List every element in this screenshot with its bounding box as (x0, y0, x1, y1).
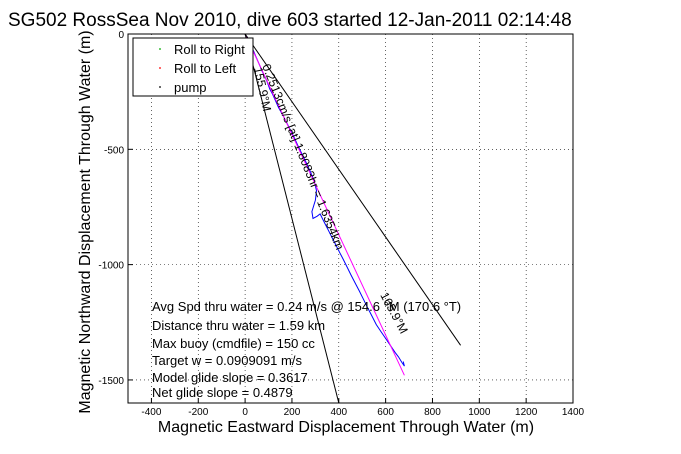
legend-label: Roll to Right (174, 42, 245, 57)
summary-text: Avg Spd thru water = 0.24 m/s @ 154.6 °M… (152, 299, 461, 400)
x-axis-label: Magnetic Eastward Displacement Through W… (158, 419, 534, 436)
legend-marker (159, 48, 161, 50)
chart-title: SG502 RossSea Nov 2010, dive 603 started… (8, 10, 572, 31)
y-tick-label: -1500 (98, 376, 124, 387)
note-net-glide: Net glide slope = 0.4879 (152, 385, 293, 400)
note-distance: Distance thru water = 1.59 km (152, 318, 325, 333)
legend-label: pump (174, 80, 207, 95)
bound-line-left (244, 34, 340, 403)
x-tick-label: -400 (141, 407, 161, 418)
y-axis-ticks: 0 -500 -1000 -1500 (98, 30, 133, 387)
y-tick-label: 0 (118, 30, 124, 41)
note-avg-speed: Avg Spd thru water = 0.24 m/s @ 154.6 °M… (152, 299, 461, 314)
x-tick-label: 800 (424, 407, 441, 418)
plot-series (244, 34, 462, 403)
x-tick-label: 0 (242, 407, 248, 418)
heading-line (244, 34, 405, 376)
legend-marker (159, 67, 161, 69)
x-tick-label: 600 (377, 407, 394, 418)
plot-area (127, 33, 574, 404)
legend-label: Roll to Left (174, 61, 237, 76)
x-tick-label: 1000 (468, 407, 491, 418)
legend: Roll to Right Roll to Left pump (132, 37, 254, 97)
x-tick-label: 200 (284, 407, 301, 418)
x-axis-ticks: -400 -200 0 200 400 600 800 1000 1200 1400 (141, 398, 585, 418)
speed-annotation: 0.2513cm/s [at] 1.8083hr = 1.6354km (259, 62, 347, 252)
x-tick-label: 1200 (515, 407, 538, 418)
legend-marker (159, 86, 161, 88)
x-tick-label: 400 (330, 407, 347, 418)
x-tick-label: 1400 (562, 407, 585, 418)
note-model-glide: Model glide slope = 0.3617 (152, 370, 308, 385)
bound-line-right (244, 34, 462, 346)
legend-box (132, 37, 254, 97)
note-max-buoy: Max buoy (cmdfile) = 150 cc (152, 336, 315, 351)
y-tick-label: -1000 (98, 261, 124, 272)
y-tick-label: -500 (104, 145, 124, 156)
x-tick-label: -200 (188, 407, 208, 418)
y-axis-label: Magnetic Northward Displacement Through … (77, 30, 94, 413)
note-target-w: Target w = 0.0909091 m/s (152, 353, 302, 368)
